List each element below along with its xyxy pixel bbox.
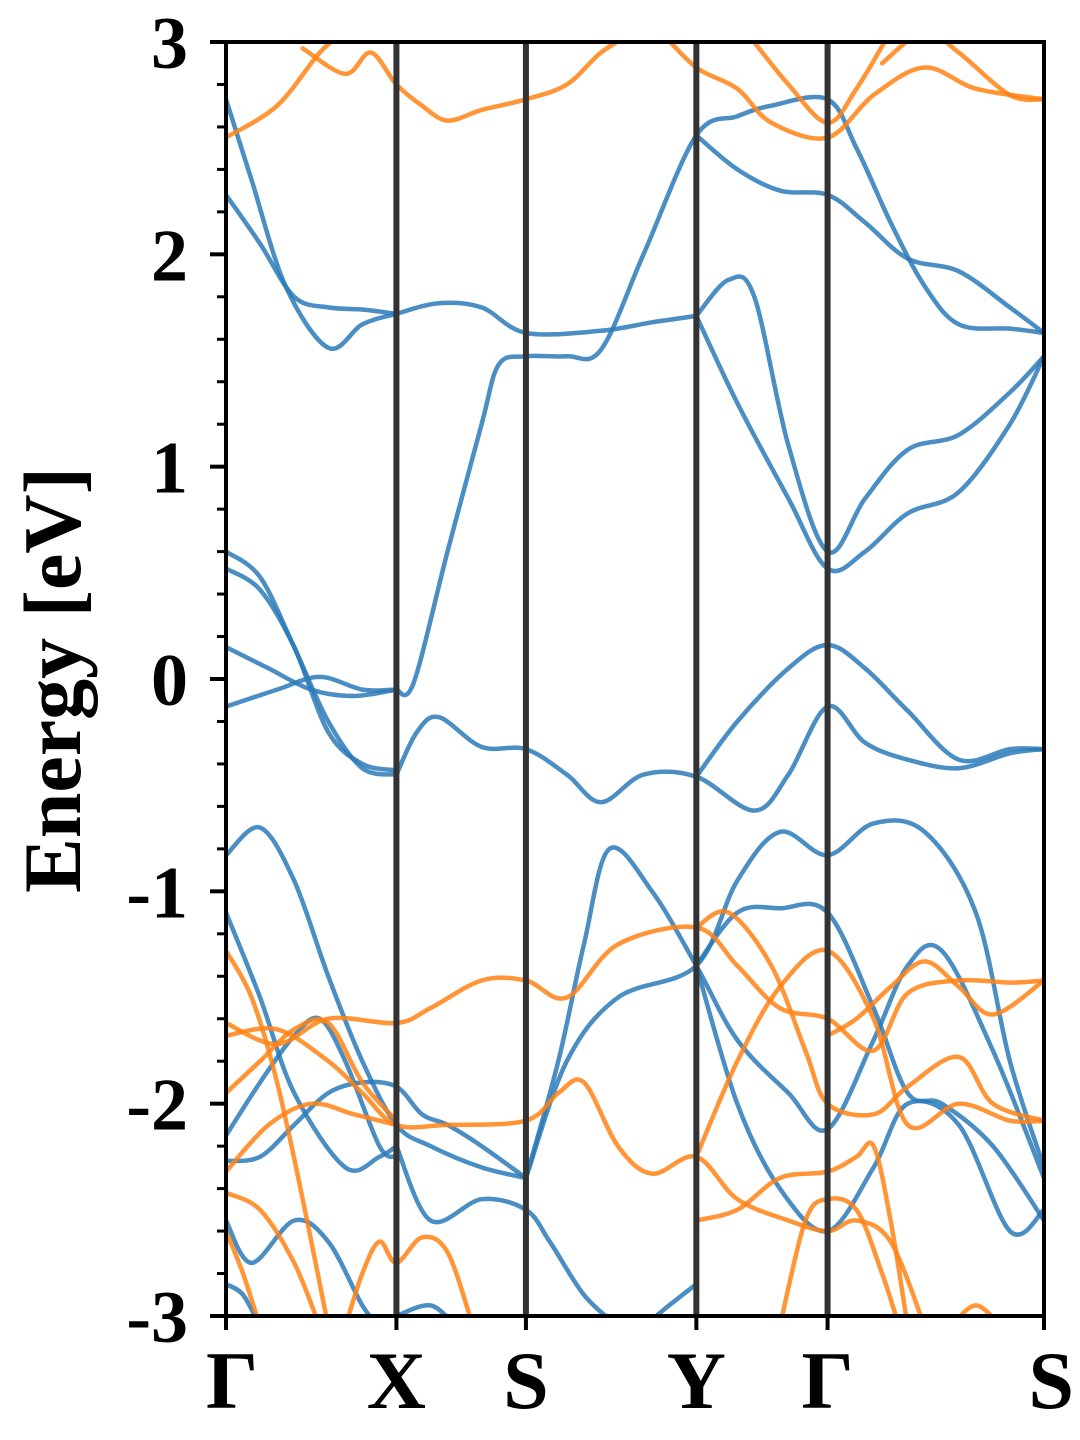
y-axis-label: Energy [eV] (7, 467, 98, 893)
x-tick-label-5: S (1028, 1335, 1074, 1426)
band-line-blue-1 (226, 192, 399, 317)
band-line-orange-35 (226, 1190, 319, 1316)
y-tick-label-2: -1 (126, 852, 188, 934)
band-line-blue-12 (226, 825, 529, 1181)
x-tick-label-0: Γ (206, 1335, 258, 1426)
x-tick-label-3: Y (667, 1335, 726, 1426)
band-line-blue-17 (694, 963, 1044, 1237)
kpoint-dividers (393, 42, 831, 1316)
band-line-orange-38 (694, 909, 1044, 1123)
band-line-orange-40 (694, 1140, 909, 1316)
band-line-orange-32 (226, 1026, 924, 1316)
band-line-blue-23 (226, 1281, 258, 1316)
band-line-orange-34 (226, 1101, 399, 1174)
y-tick-label-6: 3 (151, 3, 188, 85)
band-line-orange-29 (879, 42, 1044, 103)
band-line-orange-26 (300, 42, 622, 123)
band-line-blue-15 (523, 818, 1044, 1181)
band-line-blue-14 (523, 845, 1044, 1181)
band-line-orange-36 (226, 1228, 260, 1316)
band-line-blue-6 (226, 549, 399, 777)
band-line-blue-8 (226, 644, 399, 699)
band-line-orange-43 (957, 1303, 995, 1316)
x-tick-label-2: S (503, 1335, 549, 1426)
band-line-orange-33 (226, 1017, 399, 1123)
band-line-orange-28 (751, 42, 888, 125)
y-ticks: -3 -2 -1 0 1 2 3 (126, 3, 226, 1359)
y-tick-label-1: -2 (126, 1065, 188, 1147)
band-line-blue-0 (226, 97, 699, 352)
y-tick-label-3: 0 (151, 640, 188, 722)
band-line-blue-11 (694, 642, 1044, 779)
band-line-blue-16 (694, 901, 1044, 1223)
band-line-orange-41 (825, 959, 1044, 1038)
band-line-blue-20 (226, 1079, 529, 1181)
band-line-orange-27 (667, 42, 1044, 141)
band-line-orange-42 (779, 1196, 899, 1316)
band-line-blue-9 (226, 674, 399, 709)
band-line-blue-5 (694, 313, 1044, 574)
band-line-orange-31 (226, 924, 1044, 1054)
band-line-orange-37 (346, 1234, 473, 1316)
band-lines (226, 42, 1044, 1316)
band-line-blue-7 (226, 566, 399, 773)
band-line-orange-30 (226, 948, 329, 1316)
band-line-blue-22 (226, 1217, 373, 1316)
band-line-blue-2 (394, 94, 1044, 698)
y-tick-label-4: 1 (151, 428, 188, 510)
y-tick-label-5: 2 (151, 215, 188, 297)
band-line-blue-19 (652, 1281, 699, 1316)
band-line-blue-10 (394, 703, 1044, 813)
x-tick-label-1: X (367, 1335, 426, 1426)
band-line-orange-25 (226, 42, 335, 140)
y-tick-label-0: -3 (126, 1277, 188, 1359)
band-line-blue-24 (394, 1303, 450, 1316)
band-line-blue-3 (694, 133, 1044, 336)
x-tick-label-4: Γ (801, 1335, 853, 1426)
band-line-blue-4 (694, 274, 1044, 555)
